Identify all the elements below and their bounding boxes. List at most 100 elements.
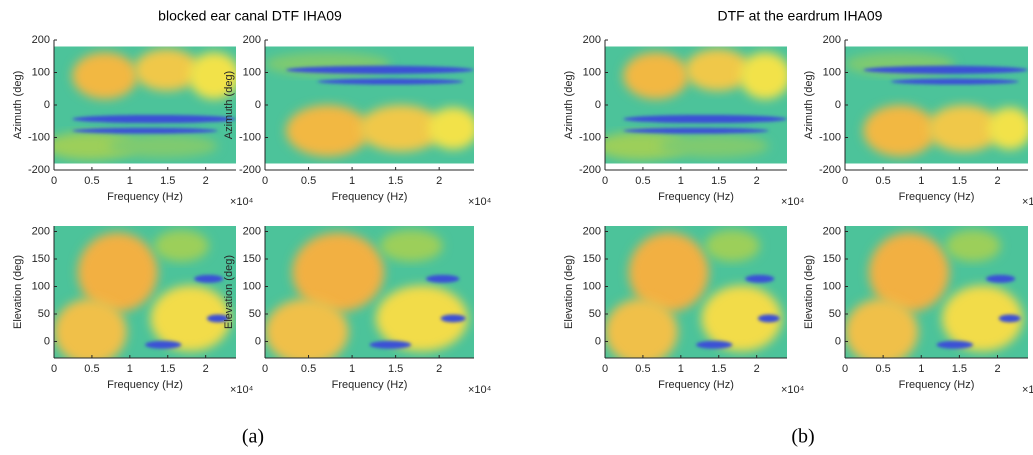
y-tick-label: 50 — [829, 308, 841, 320]
x-multiplier: ×10⁴ — [230, 384, 254, 396]
heatmap-blob — [72, 52, 138, 100]
panel-title: blocked ear canal DTF IHA09 — [158, 8, 342, 24]
x-tick-label: 2 — [754, 363, 760, 375]
x-multiplier: ×10⁴ — [468, 384, 492, 396]
x-tick-label: 0 — [602, 175, 608, 187]
y-tick-label: 50 — [249, 308, 261, 320]
heatmap-streak — [998, 314, 1021, 323]
x-tick-label: 0.5 — [635, 175, 650, 187]
x-tick-label: 1 — [127, 175, 133, 187]
heatmap-blob — [150, 285, 231, 352]
x-tick-label: 1.5 — [711, 363, 726, 375]
y-tick-label: -100 — [28, 131, 50, 143]
x-tick-label: 2 — [436, 363, 442, 375]
y-tick-label: 0 — [255, 335, 261, 347]
x-axis-label: Frequency (Hz) — [107, 191, 183, 203]
x-multiplier: ×10⁴ — [1022, 196, 1033, 208]
y-tick-label: 100 — [32, 66, 50, 78]
y-tick-label: 100 — [823, 280, 841, 292]
heatmap-blob — [705, 229, 760, 262]
heatmap-blob — [54, 131, 136, 160]
y-tick-label: 100 — [243, 280, 261, 292]
heatmap-streak — [369, 340, 412, 349]
heatmap-blob — [701, 285, 782, 352]
x-tick-label: 1.5 — [160, 363, 175, 375]
x-multiplier: ×10⁴ — [781, 196, 805, 208]
y-axis-label: Elevation (deg) — [223, 255, 235, 329]
x-tick-label: 0.5 — [875, 175, 890, 187]
y-tick-label: 200 — [32, 34, 50, 46]
x-multiplier: ×10⁴ — [781, 384, 805, 396]
y-tick-label: 0 — [835, 335, 841, 347]
y-tick-label: 200 — [243, 34, 261, 46]
heatmap-blob — [154, 229, 209, 262]
x-axis-label: Frequency (Hz) — [332, 191, 408, 203]
heatmap-streak — [936, 340, 974, 349]
x-tick-label: 1 — [678, 363, 684, 375]
x-tick-label: 1 — [349, 175, 355, 187]
x-tick-label: 0 — [262, 175, 268, 187]
x-tick-label: 0 — [51, 363, 57, 375]
y-tick-label: 150 — [243, 253, 261, 265]
y-tick-label: 100 — [32, 280, 50, 292]
y-axis-label: Azimuth (deg) — [563, 71, 575, 139]
heatmap-streak — [863, 65, 1028, 74]
x-axis-label: Frequency (Hz) — [899, 379, 975, 391]
panel-caption: (b) — [791, 426, 814, 448]
x-tick-label: 2 — [203, 363, 209, 375]
x-tick-label: 0 — [51, 175, 57, 187]
y-axis-label: Azimuth (deg) — [803, 71, 815, 139]
y-tick-label: 200 — [32, 225, 50, 237]
heatmap-image — [845, 46, 1028, 164]
y-tick-label: 0 — [255, 99, 261, 111]
y-tick-label: -200 — [239, 164, 261, 176]
x-multiplier: ×10⁴ — [468, 196, 492, 208]
x-tick-label: 2 — [994, 363, 1000, 375]
x-tick-label: 0 — [842, 363, 848, 375]
heatmap-streak — [425, 274, 460, 283]
x-tick-label: 2 — [754, 175, 760, 187]
y-tick-label: 200 — [823, 225, 841, 237]
heatmap-streak — [890, 78, 1019, 85]
x-tick-label: 1 — [918, 363, 924, 375]
heatmap-streak — [194, 274, 224, 283]
x-multiplier: ×10⁴ — [230, 196, 254, 208]
y-axis-label: Elevation (deg) — [12, 255, 24, 329]
y-tick-label: -100 — [819, 131, 841, 143]
heatmap-blob — [359, 104, 443, 152]
x-axis-label: Frequency (Hz) — [658, 191, 734, 203]
heatmap-blob — [285, 105, 370, 157]
heatmap-blob — [605, 298, 678, 358]
heatmap-blob — [623, 52, 689, 100]
heatmap-image — [605, 46, 787, 164]
x-tick-label: 2 — [436, 175, 442, 187]
x-tick-label: 1 — [918, 175, 924, 187]
heatmap-blob — [685, 48, 751, 91]
heatmap-streak — [745, 274, 775, 283]
y-tick-label: -200 — [819, 164, 841, 176]
y-tick-label: 200 — [583, 225, 601, 237]
heatmap-blob — [77, 232, 158, 312]
y-tick-label: 0 — [595, 99, 601, 111]
y-tick-label: 100 — [583, 66, 601, 78]
heatmap-image — [845, 226, 1028, 358]
heatmap-image — [265, 226, 474, 358]
heatmap-blob — [375, 285, 468, 352]
y-tick-label: 200 — [583, 34, 601, 46]
heatmap-image — [54, 226, 236, 358]
y-tick-label: 150 — [583, 253, 601, 265]
panel-caption: (a) — [242, 426, 264, 448]
heatmap-image — [54, 46, 236, 164]
x-tick-label: 1.5 — [388, 363, 403, 375]
y-tick-label: -200 — [579, 164, 601, 176]
y-tick-label: -100 — [579, 131, 601, 143]
x-tick-label: 1.5 — [388, 175, 403, 187]
x-tick-label: 0.5 — [301, 175, 316, 187]
heatmap-blob — [659, 134, 769, 158]
x-tick-label: 0.5 — [301, 363, 316, 375]
x-multiplier: ×10⁴ — [1022, 384, 1033, 396]
heatmap-blob — [863, 105, 937, 157]
heatmap-blob — [868, 232, 950, 312]
heatmap-blob — [379, 229, 443, 262]
heatmap-blob — [292, 232, 385, 312]
